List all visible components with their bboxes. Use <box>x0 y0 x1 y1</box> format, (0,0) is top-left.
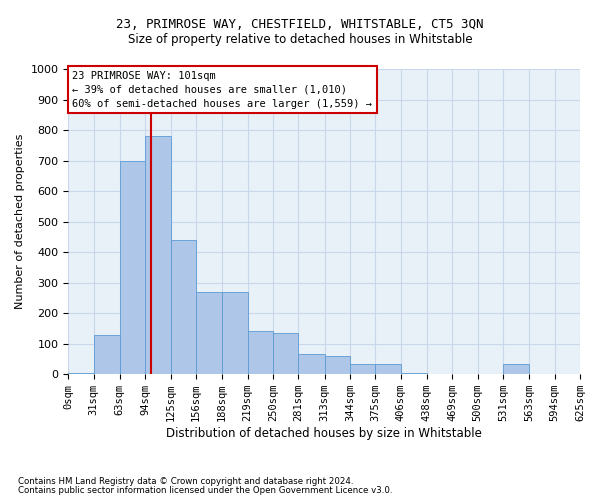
Bar <box>248 332 273 374</box>
Bar <box>170 240 196 374</box>
Bar <box>376 364 401 374</box>
Y-axis label: Number of detached properties: Number of detached properties <box>15 134 25 310</box>
Text: Contains public sector information licensed under the Open Government Licence v3: Contains public sector information licen… <box>18 486 392 495</box>
Bar <box>68 372 94 374</box>
Bar <box>298 354 325 374</box>
Text: 23 PRIMROSE WAY: 101sqm
← 39% of detached houses are smaller (1,010)
60% of semi: 23 PRIMROSE WAY: 101sqm ← 39% of detache… <box>73 70 373 108</box>
Bar <box>94 334 120 374</box>
Bar <box>350 364 376 374</box>
Bar <box>222 292 248 374</box>
Text: Contains HM Land Registry data © Crown copyright and database right 2024.: Contains HM Land Registry data © Crown c… <box>18 477 353 486</box>
Bar <box>325 356 350 374</box>
X-axis label: Distribution of detached houses by size in Whitstable: Distribution of detached houses by size … <box>166 427 482 440</box>
Text: Size of property relative to detached houses in Whitstable: Size of property relative to detached ho… <box>128 34 472 46</box>
Bar <box>145 136 170 374</box>
Bar <box>196 292 222 374</box>
Bar <box>503 364 529 374</box>
Bar <box>401 372 427 374</box>
Text: 23, PRIMROSE WAY, CHESTFIELD, WHITSTABLE, CT5 3QN: 23, PRIMROSE WAY, CHESTFIELD, WHITSTABLE… <box>116 18 484 30</box>
Bar <box>273 333 298 374</box>
Bar <box>120 160 145 374</box>
